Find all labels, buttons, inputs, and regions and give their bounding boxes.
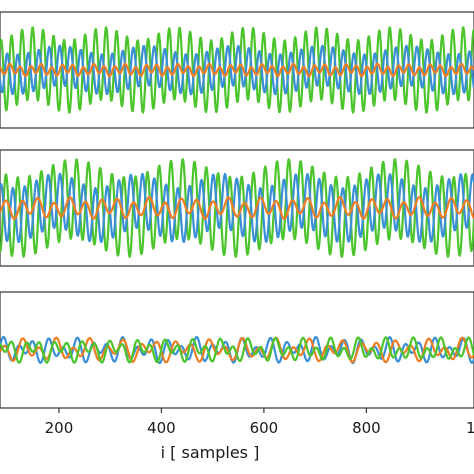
panel-middle xyxy=(0,149,474,267)
x-axis-label: i [ samples ] xyxy=(161,443,260,462)
x-tick-label-400: 400 xyxy=(147,419,176,437)
x-tick-label-800: 800 xyxy=(352,419,381,437)
panel-2-series-green xyxy=(0,336,474,364)
x-axis: 200 400 600 800 1 xyxy=(45,408,474,437)
panel-1-series-orange xyxy=(0,196,474,220)
panel-1-series-blue xyxy=(0,172,474,244)
panel-0-series-green xyxy=(0,26,474,114)
panel-top xyxy=(0,11,474,129)
panel-0-series-blue xyxy=(0,44,474,96)
panel-1-series-green xyxy=(0,158,474,258)
x-tick-label-600: 600 xyxy=(250,419,279,437)
panel-bottom xyxy=(0,291,474,409)
x-tick-label-200: 200 xyxy=(45,419,74,437)
panel-0-series-orange xyxy=(0,62,474,78)
x-tick-label-partial: 1 xyxy=(466,419,474,437)
